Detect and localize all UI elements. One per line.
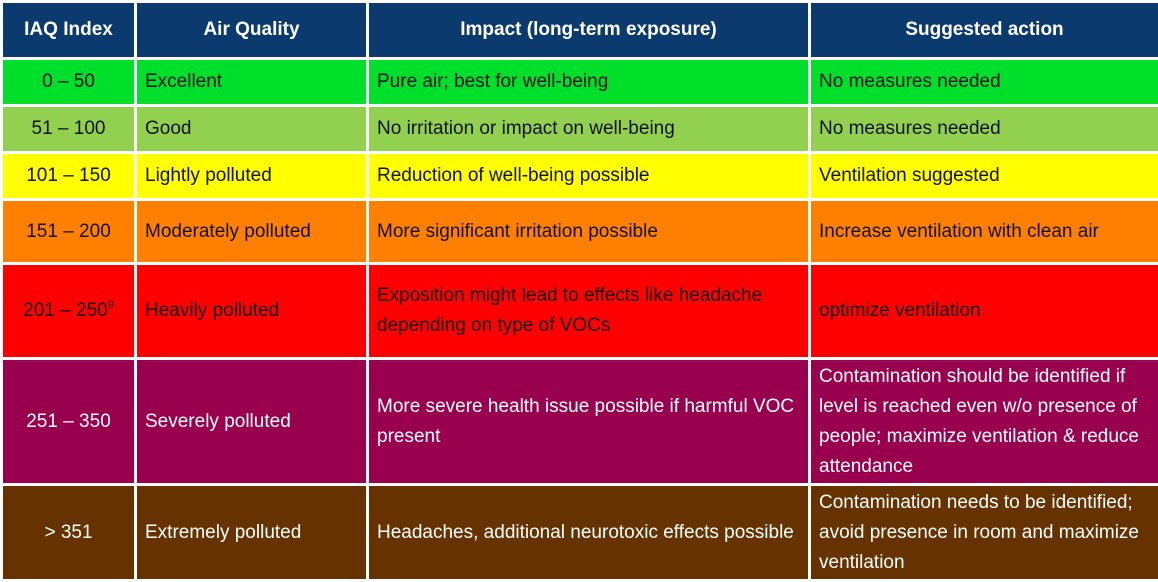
suggested-action-cell: Contamination should be identified if le… <box>810 359 1158 485</box>
header-impact: Impact (long-term exposure) <box>368 2 810 59</box>
table-row: 51 – 100 Good No irritation or impact on… <box>2 106 1158 153</box>
table-row: 0 – 50 Excellent Pure air; best for well… <box>2 59 1158 106</box>
header-row: IAQ Index Air Quality Impact (long-term … <box>2 2 1158 59</box>
header-air-quality: Air Quality <box>136 2 368 59</box>
air-quality-cell: Excellent <box>136 59 368 106</box>
header-suggested-action: Suggested action <box>810 2 1158 59</box>
iaq-index-value: > 351 <box>44 522 92 543</box>
iaq-index-cell: 151 – 200 <box>2 200 136 264</box>
table-row: 201 – 2509 Heavily polluted Exposition m… <box>2 264 1158 359</box>
impact-cell: More severe health issue possible if har… <box>368 359 810 485</box>
iaq-index-cell: > 351 <box>2 485 136 581</box>
air-quality-cell: Heavily polluted <box>136 264 368 359</box>
table-row: > 351 Extremely polluted Headaches, addi… <box>2 485 1158 581</box>
impact-cell: Reduction of well-being possible <box>368 153 810 200</box>
iaq-index-cell: 251 – 350 <box>2 359 136 485</box>
iaq-index-value: 201 – 250 <box>23 300 108 321</box>
iaq-index-value: 151 – 200 <box>26 221 111 242</box>
iaq-index-value: 251 – 350 <box>26 411 111 432</box>
table-row: 251 – 350 Severely polluted More severe … <box>2 359 1158 485</box>
air-quality-cell: Moderately polluted <box>136 200 368 264</box>
iaq-index-value: 0 – 50 <box>42 71 95 92</box>
air-quality-cell: Extremely polluted <box>136 485 368 581</box>
suggested-action-cell: Ventilation suggested <box>810 153 1158 200</box>
impact-cell: Exposition might lead to effects like he… <box>368 264 810 359</box>
suggested-action-cell: optimize ventilation <box>810 264 1158 359</box>
suggested-action-cell: No measures needed <box>810 59 1158 106</box>
air-quality-cell: Good <box>136 106 368 153</box>
impact-cell: No irritation or impact on well-being <box>368 106 810 153</box>
iaq-index-cell: 0 – 50 <box>2 59 136 106</box>
header-iaq-index: IAQ Index <box>2 2 136 59</box>
suggested-action-cell: No measures needed <box>810 106 1158 153</box>
impact-cell: Headaches, additional neurotoxic effects… <box>368 485 810 581</box>
iaq-index-cell: 201 – 2509 <box>2 264 136 359</box>
air-quality-cell: Lightly polluted <box>136 153 368 200</box>
impact-cell: Pure air; best for well-being <box>368 59 810 106</box>
suggested-action-cell: Contamination needs to be identified; av… <box>810 485 1158 581</box>
iaq-index-value: 101 – 150 <box>26 165 111 186</box>
iaq-index-cell: 51 – 100 <box>2 106 136 153</box>
suggested-action-cell: Increase ventilation with clean air <box>810 200 1158 264</box>
table-row: 151 – 200 Moderately polluted More signi… <box>2 200 1158 264</box>
footnote-marker: 9 <box>108 299 114 311</box>
iaq-index-value: 51 – 100 <box>32 118 106 139</box>
table-row: 101 – 150 Lightly polluted Reduction of … <box>2 153 1158 200</box>
air-quality-cell: Severely polluted <box>136 359 368 485</box>
impact-cell: More significant irritation possible <box>368 200 810 264</box>
iaq-index-cell: 101 – 150 <box>2 153 136 200</box>
